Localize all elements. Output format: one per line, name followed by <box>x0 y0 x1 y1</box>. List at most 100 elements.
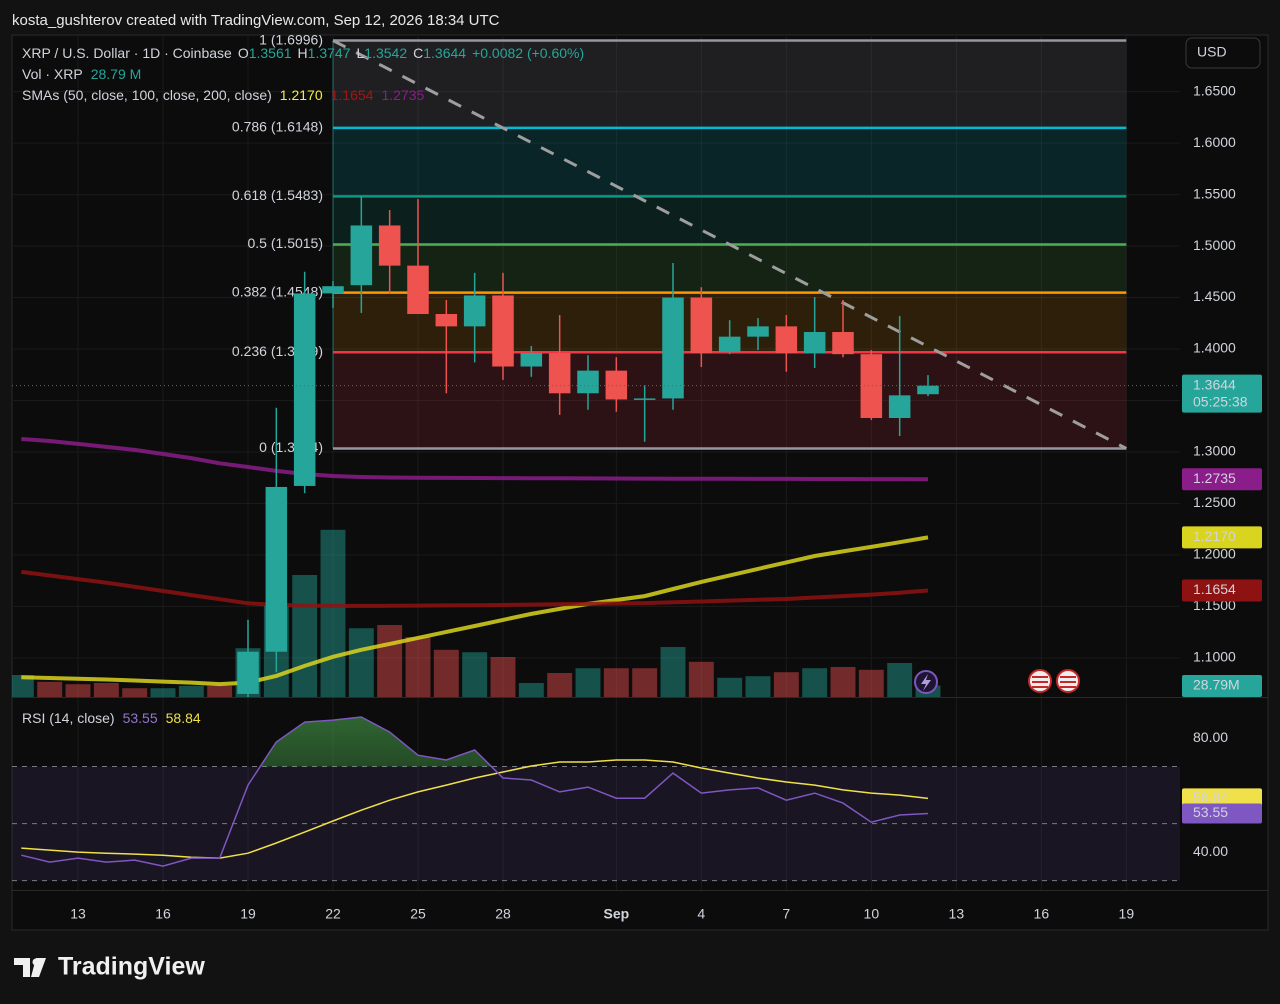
volume-bar <box>717 677 743 697</box>
volume-bar <box>405 637 431 697</box>
y-tick-label: 1.6000 <box>1193 134 1236 150</box>
sma-last-box <box>1182 579 1262 602</box>
rsi-pane <box>12 698 1180 890</box>
flag-stripe <box>1032 676 1048 678</box>
volume-bar <box>12 675 34 697</box>
legend-line-2: Vol · XRP 28.79 M <box>22 66 141 82</box>
volume-bar <box>292 575 318 697</box>
volume-bar <box>37 681 63 697</box>
volume-bar <box>377 625 403 697</box>
logo-dot <box>32 958 40 966</box>
rsi-ma-last-box <box>1182 788 1262 809</box>
o-label: O <box>238 45 249 61</box>
last-price: 1.3644 <box>1193 376 1236 392</box>
sma-last-box <box>1182 468 1262 491</box>
fib-zone <box>333 40 1127 128</box>
fib-label: 0.786 (1.6148) <box>232 119 323 135</box>
volume-last: 28.79M <box>1193 677 1240 693</box>
change: +0.0082 (+0.60%) <box>472 45 584 61</box>
volume-last-box <box>1182 675 1262 697</box>
candle-body <box>888 395 911 418</box>
volume-bar <box>603 668 629 697</box>
candle-body <box>718 336 741 353</box>
c-label: C <box>413 45 423 61</box>
rsi-label: RSI (14, close) <box>22 710 115 726</box>
rsi-overbought-fill <box>21 717 928 767</box>
rsi-last-box <box>1182 803 1262 824</box>
brand-logo: TradingView <box>14 953 205 981</box>
candle-body <box>435 314 458 327</box>
x-tick-label: 16 <box>1034 906 1050 922</box>
flag-stripe <box>1060 676 1076 678</box>
sma-last-box <box>1182 526 1262 549</box>
candle-body <box>237 651 259 694</box>
flag-stripe <box>1032 681 1048 683</box>
fib-zone <box>333 352 1127 449</box>
rsi-ma-last: 58.84 <box>1193 789 1228 805</box>
rsi-ma-line <box>21 759 929 859</box>
sma-value: 1.1654 <box>331 87 374 103</box>
volume-bar <box>575 668 601 697</box>
candle-body <box>662 297 684 399</box>
candle-body <box>690 297 713 354</box>
x-tick-label: 16 <box>155 906 171 922</box>
sma-line <box>21 569 929 608</box>
h-label: H <box>298 45 308 61</box>
volume-bar <box>858 669 884 697</box>
volume-bar <box>178 685 204 697</box>
x-tick-label: 25 <box>410 906 426 922</box>
candle-body <box>803 332 826 354</box>
x-tick-label: 10 <box>864 906 880 922</box>
trend-line <box>332 39 1128 450</box>
candle-body <box>832 332 854 355</box>
sma-last: 1.2170 <box>1193 528 1236 544</box>
volume-bar <box>830 667 856 697</box>
x-tick-label: 13 <box>70 906 86 922</box>
candle-body <box>633 398 656 400</box>
volume-bar <box>547 673 573 697</box>
currency-button[interactable] <box>1185 37 1261 69</box>
volume-bar <box>490 657 516 697</box>
candle-body <box>463 295 486 327</box>
fib-label: 0.5 (1.5015) <box>248 235 324 251</box>
x-tick-label: 28 <box>495 906 511 922</box>
volume-bar <box>887 663 913 697</box>
volume-bar <box>93 683 119 697</box>
candle-body <box>265 486 288 652</box>
volume-bar <box>745 676 771 697</box>
sma-line <box>21 437 929 482</box>
countdown: 05:25:38 <box>1193 393 1248 409</box>
flag-stripe <box>1060 681 1076 683</box>
candle-body <box>917 385 939 395</box>
candle-body <box>407 265 429 315</box>
x-tick-label: 22 <box>325 906 341 922</box>
candle-body <box>548 353 571 394</box>
l-value: 1.3542 <box>364 45 407 61</box>
flag-stripe <box>1032 686 1048 688</box>
logo-mark <box>14 958 46 977</box>
fib-zone <box>333 127 1127 197</box>
y-tick-label: 1.5500 <box>1193 185 1236 201</box>
rsi-ma-value: 58.84 <box>166 710 201 726</box>
rsi-last: 53.55 <box>1193 804 1228 820</box>
lightning <box>921 674 931 691</box>
x-tick-label: 4 <box>697 906 705 922</box>
candle-body <box>492 295 514 367</box>
volume-bar <box>122 688 148 697</box>
price-pane: 1 (1.6996) 0.786 (1.6148) 0.618 (1.5483) 0.… <box>12 35 1180 697</box>
y-tick-label: 1.4000 <box>1193 340 1236 356</box>
overlay: 13 16 19 22 25 28 Sep 4 7 10 13 16 191.10001.15001.2… <box>70 82 1262 922</box>
vol-label: Vol · XRP <box>22 66 83 82</box>
fib-zone <box>333 196 1127 245</box>
candle-body <box>860 354 883 418</box>
volume-bar <box>660 647 686 697</box>
candle-body <box>378 225 401 266</box>
candle-body <box>350 225 373 286</box>
y-tick-label: 1.1000 <box>1193 649 1236 665</box>
currency[interactable]: USD <box>1197 44 1227 60</box>
sma-line <box>21 535 929 687</box>
candle-body <box>775 326 798 354</box>
chart-panel <box>11 34 1269 931</box>
candle-body <box>293 293 316 486</box>
